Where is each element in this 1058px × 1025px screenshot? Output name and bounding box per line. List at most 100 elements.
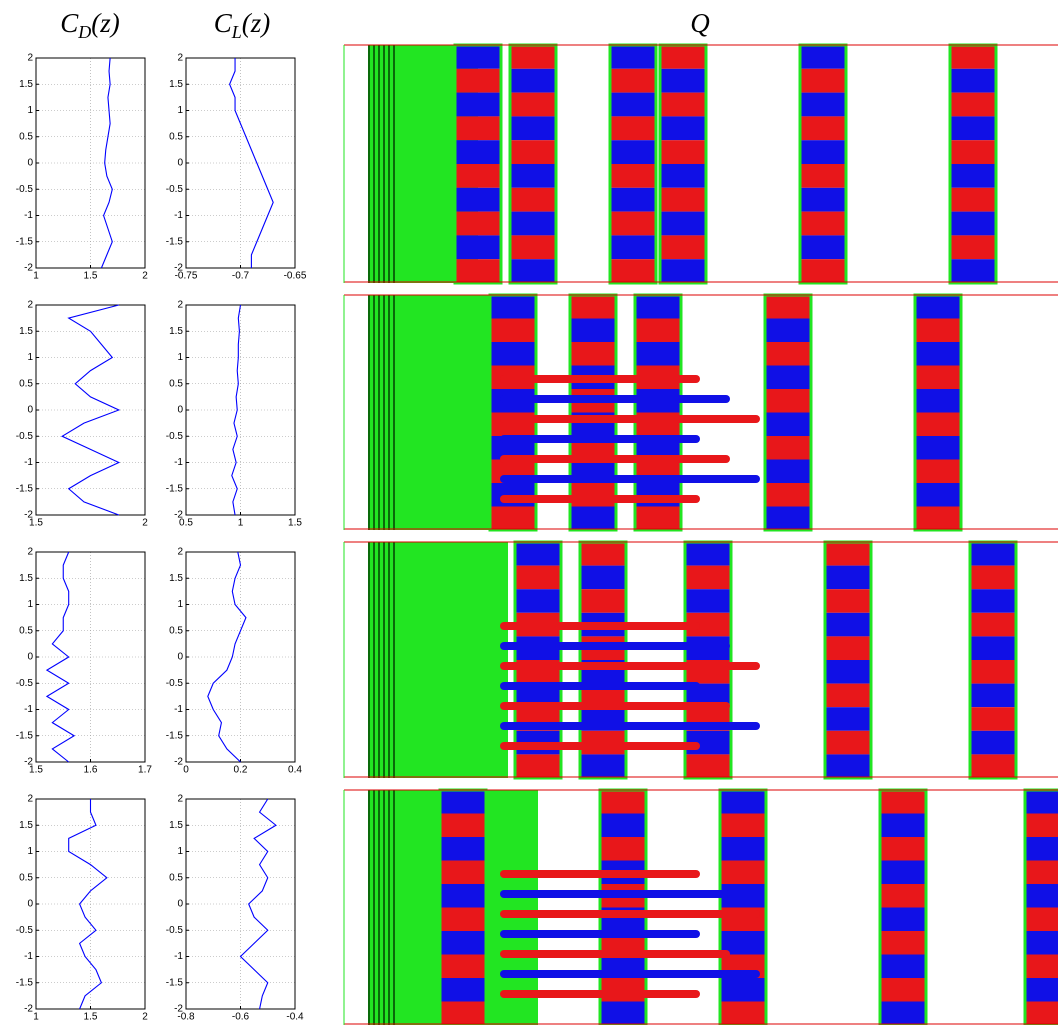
q-band bbox=[660, 92, 706, 117]
q-streak bbox=[500, 642, 730, 650]
x-tick-label: -0.8 bbox=[177, 1012, 195, 1023]
x-tick-label: -0.75 bbox=[175, 271, 198, 282]
line-chart: -2 -1.5 -1 -0.5 0 0.5 1 1.5 2 0.5 1 1.5 bbox=[166, 300, 303, 529]
y-tick-label: 2 bbox=[177, 53, 183, 64]
q-band bbox=[950, 68, 996, 93]
q-band bbox=[970, 612, 1016, 637]
q-band bbox=[765, 436, 811, 460]
header-subscript: D bbox=[77, 22, 91, 42]
q-band bbox=[610, 45, 656, 69]
y-tick-label: 0 bbox=[27, 405, 33, 416]
q-band bbox=[510, 140, 556, 164]
q-band bbox=[880, 860, 926, 884]
y-tick-label: 2 bbox=[27, 300, 33, 311]
data-line bbox=[45, 551, 76, 763]
y-tick-label: -0.5 bbox=[166, 184, 184, 195]
q-band bbox=[490, 506, 536, 530]
y-tick-label: -1 bbox=[24, 457, 33, 468]
y-tick-label: -1.5 bbox=[166, 236, 184, 247]
q-band bbox=[970, 683, 1016, 708]
q-band bbox=[455, 259, 501, 283]
q-band bbox=[440, 1001, 486, 1025]
y-tick-label: -1 bbox=[174, 210, 183, 221]
y-tick-label: 1.5 bbox=[169, 573, 183, 584]
q-band bbox=[635, 342, 681, 366]
y-tick-label: 0 bbox=[177, 899, 183, 910]
q-dark-stripe bbox=[368, 790, 370, 1025]
q-band bbox=[580, 589, 626, 613]
y-tick-label: -0.5 bbox=[166, 925, 184, 936]
q-band bbox=[455, 211, 501, 236]
q-dark-stripe bbox=[368, 542, 370, 778]
q-band bbox=[950, 140, 996, 164]
q-streak bbox=[500, 742, 700, 750]
x-tick-label: 2 bbox=[142, 271, 148, 282]
q-band bbox=[800, 68, 846, 93]
q-dark-stripe bbox=[373, 295, 375, 530]
q-dark-stripe bbox=[368, 295, 370, 530]
q-band bbox=[970, 542, 1016, 566]
q-band bbox=[580, 542, 626, 566]
x-tick-label: 0.5 bbox=[179, 518, 193, 529]
header-q: Q bbox=[690, 8, 710, 38]
q-band bbox=[455, 68, 501, 93]
q-band bbox=[660, 235, 706, 260]
y-tick-label: 0.5 bbox=[19, 625, 33, 636]
q-dark-stripe bbox=[383, 295, 385, 530]
q-band bbox=[660, 68, 706, 93]
y-tick-label: 0.5 bbox=[19, 131, 33, 142]
y-tick-label: 1 bbox=[27, 599, 33, 610]
x-tick-label: -0.7 bbox=[232, 271, 250, 282]
q-band bbox=[800, 140, 846, 164]
q-band bbox=[880, 931, 926, 955]
q-band bbox=[660, 259, 706, 283]
q-band bbox=[950, 116, 996, 141]
q-band bbox=[455, 140, 501, 164]
q-band bbox=[825, 589, 871, 613]
q-band bbox=[440, 978, 486, 1002]
q-band bbox=[880, 790, 926, 814]
q-band bbox=[800, 235, 846, 260]
q-dark-stripe bbox=[393, 45, 395, 283]
y-tick-label: 0 bbox=[27, 899, 33, 910]
y-tick-label: 1.5 bbox=[169, 326, 183, 337]
q-band bbox=[600, 837, 646, 861]
q-green-region bbox=[368, 542, 508, 778]
data-line bbox=[239, 798, 277, 1010]
header-arg: (z) bbox=[91, 8, 120, 38]
q-band bbox=[720, 978, 766, 1002]
q-band bbox=[610, 259, 656, 283]
q-band bbox=[825, 542, 871, 566]
q-dark-stripe bbox=[388, 295, 390, 530]
q-band bbox=[765, 365, 811, 389]
q-streak bbox=[500, 682, 700, 690]
q-band bbox=[800, 187, 846, 212]
q-band bbox=[510, 259, 556, 283]
y-tick-label: -1 bbox=[174, 704, 183, 715]
y-tick-label: -2 bbox=[24, 1004, 33, 1015]
y-tick-label: 0.5 bbox=[169, 625, 183, 636]
q-band bbox=[455, 92, 501, 117]
q-band bbox=[440, 813, 486, 837]
q-band bbox=[515, 542, 561, 566]
line-chart: -2 -1.5 -1 -0.5 0 0.5 1 1.5 2 1 1.5 2 bbox=[16, 53, 148, 282]
q-streak bbox=[500, 722, 760, 730]
q-band bbox=[970, 636, 1016, 660]
q-band bbox=[950, 45, 996, 69]
q-dark-stripe bbox=[388, 45, 390, 283]
y-tick-label: 2 bbox=[27, 53, 33, 64]
q-dark-stripe bbox=[383, 790, 385, 1025]
y-tick-label: 1 bbox=[27, 846, 33, 857]
q-band bbox=[440, 860, 486, 884]
q-band bbox=[915, 342, 961, 366]
header-subscript: L bbox=[231, 22, 242, 42]
q-band bbox=[880, 907, 926, 931]
q-band bbox=[570, 295, 616, 319]
q-dark-stripe bbox=[393, 542, 395, 778]
y-tick-label: 0 bbox=[27, 652, 33, 663]
q-band bbox=[970, 565, 1016, 590]
header-cl: CL(z) bbox=[214, 8, 271, 42]
q-band bbox=[600, 813, 646, 837]
data-line bbox=[68, 799, 108, 1010]
q-dark-stripe bbox=[383, 45, 385, 283]
